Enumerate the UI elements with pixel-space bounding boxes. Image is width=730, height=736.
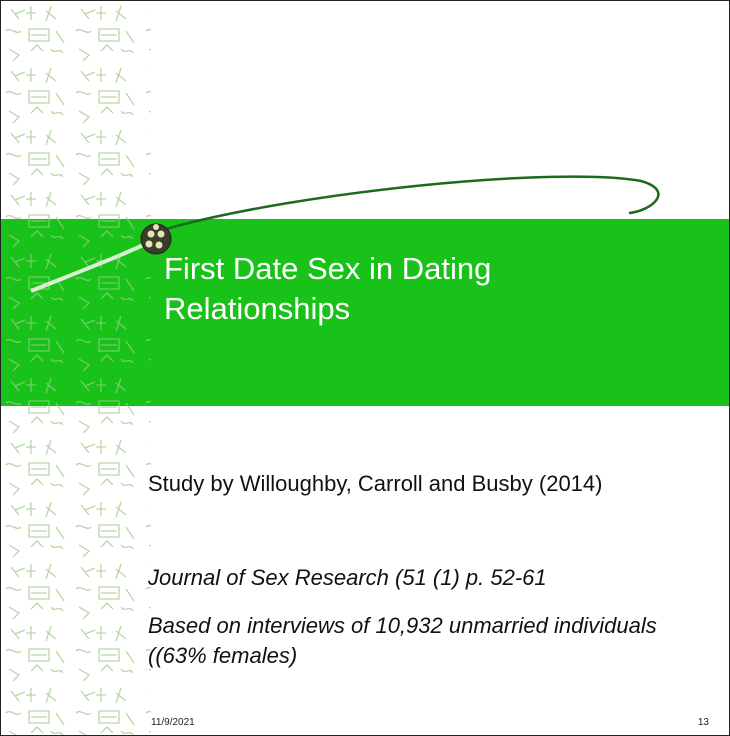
page-number: 13	[698, 717, 709, 728]
body-text: Study by Willoughby, Carroll and Busby (…	[148, 469, 708, 499]
slide: First Date Sex in Dating Relationships S…	[0, 0, 730, 736]
slide-title: First Date Sex in Dating Relationships	[164, 249, 604, 329]
footer-date: 11/9/2021	[151, 717, 195, 728]
body-text: Journal of Sex Research (51 (1) p. 52-61	[148, 563, 708, 593]
body-text: Based on interviews of 10,932 unmarried …	[148, 611, 708, 671]
